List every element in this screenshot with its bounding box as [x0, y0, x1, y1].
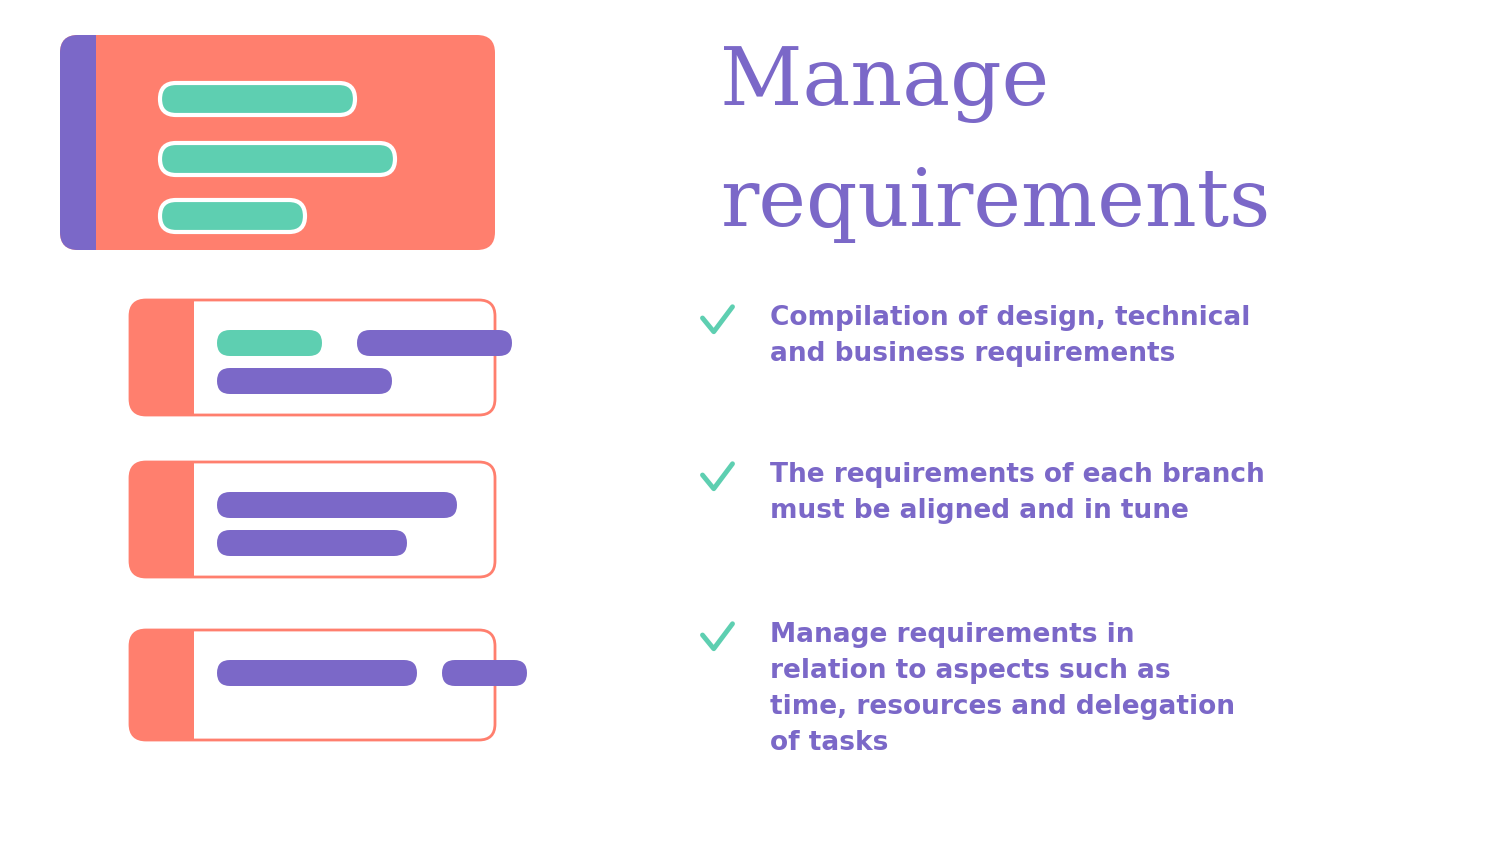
Bar [160, 630, 194, 740]
FancyBboxPatch shape [130, 630, 495, 740]
Text: Manage: Manage [720, 45, 1050, 123]
FancyBboxPatch shape [160, 83, 356, 115]
FancyBboxPatch shape [130, 300, 192, 415]
Text: Manage requirements in
relation to aspects such as
time, resources and delegatio: Manage requirements in relation to aspec… [770, 622, 1234, 756]
FancyBboxPatch shape [60, 35, 132, 250]
Bar [96, 35, 134, 250]
Text: The requirements of each branch
must be aligned and in tune: The requirements of each branch must be … [770, 462, 1264, 524]
FancyBboxPatch shape [217, 492, 458, 518]
FancyBboxPatch shape [160, 143, 394, 175]
FancyBboxPatch shape [217, 660, 417, 686]
FancyBboxPatch shape [130, 300, 495, 415]
FancyBboxPatch shape [217, 368, 392, 394]
Text: Compilation of design, technical
and business requirements: Compilation of design, technical and bus… [770, 305, 1251, 367]
Bar [160, 300, 194, 415]
Text: requirements: requirements [720, 165, 1270, 243]
Bar [160, 462, 194, 577]
FancyBboxPatch shape [130, 462, 192, 577]
FancyBboxPatch shape [60, 35, 495, 250]
FancyBboxPatch shape [217, 330, 322, 356]
FancyBboxPatch shape [217, 530, 406, 556]
FancyBboxPatch shape [130, 462, 495, 577]
FancyBboxPatch shape [357, 330, 512, 356]
FancyBboxPatch shape [160, 200, 304, 232]
FancyBboxPatch shape [130, 630, 192, 740]
FancyBboxPatch shape [442, 660, 526, 686]
